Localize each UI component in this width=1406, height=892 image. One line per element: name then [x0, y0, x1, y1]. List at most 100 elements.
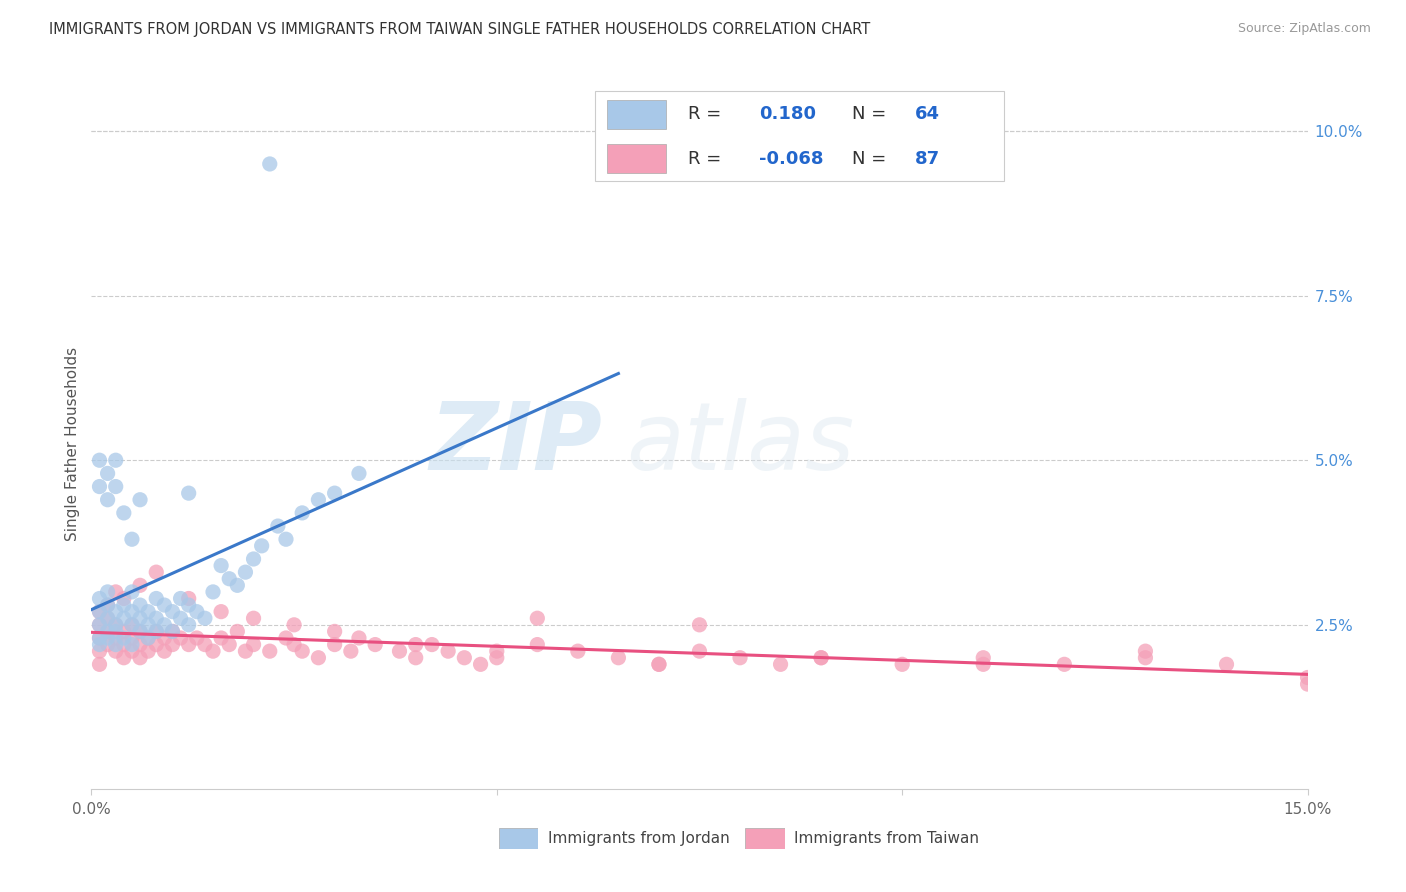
Point: [526, 611, 548, 625]
Point: [186, 605, 208, 619]
Point: [218, 572, 240, 586]
Point: [104, 453, 127, 467]
Point: [169, 611, 191, 625]
Point: [307, 650, 329, 665]
Point: [145, 611, 167, 625]
Point: [89, 657, 111, 672]
Bar: [607, 100, 666, 129]
Point: [242, 611, 264, 625]
Text: Immigrants from Taiwan: Immigrants from Taiwan: [794, 831, 980, 846]
Point: [291, 644, 314, 658]
Point: [97, 631, 120, 645]
Point: [89, 644, 111, 658]
Point: [121, 617, 143, 632]
Point: [1135, 644, 1157, 658]
Point: [121, 644, 143, 658]
Point: [121, 533, 143, 547]
Point: [209, 558, 232, 573]
Point: [145, 624, 167, 639]
Point: [648, 657, 671, 672]
Point: [104, 631, 127, 645]
Point: [89, 605, 111, 619]
Point: [209, 605, 232, 619]
Point: [121, 631, 143, 645]
Point: [129, 611, 152, 625]
Point: [323, 638, 346, 652]
Point: [104, 479, 127, 493]
Point: [104, 605, 127, 619]
Point: [153, 617, 176, 632]
Point: [112, 624, 135, 639]
Point: [810, 650, 832, 665]
Text: 64: 64: [915, 105, 941, 123]
Point: [972, 650, 994, 665]
Point: [97, 611, 120, 625]
Point: [218, 638, 240, 652]
Point: [97, 492, 120, 507]
Point: [177, 617, 200, 632]
Point: [97, 624, 120, 639]
Point: [89, 617, 111, 632]
Point: [129, 578, 152, 592]
Point: [89, 638, 111, 652]
Point: [136, 644, 159, 658]
Point: [226, 578, 249, 592]
Point: [129, 650, 152, 665]
Point: [145, 565, 167, 579]
Point: [242, 552, 264, 566]
Point: [169, 631, 191, 645]
Point: [242, 638, 264, 652]
Point: [405, 638, 427, 652]
Point: [648, 657, 671, 672]
Point: [129, 598, 152, 612]
Point: [202, 585, 225, 599]
Point: [129, 638, 152, 652]
Point: [194, 638, 217, 652]
Point: [274, 631, 297, 645]
Point: [186, 631, 208, 645]
Point: [121, 605, 143, 619]
Point: [250, 539, 273, 553]
Point: [89, 453, 111, 467]
Point: [607, 650, 630, 665]
Point: [97, 611, 120, 625]
Point: [112, 506, 135, 520]
Point: [364, 638, 387, 652]
Point: [104, 638, 127, 652]
Point: [136, 631, 159, 645]
Text: N =: N =: [852, 105, 886, 123]
Point: [420, 638, 443, 652]
Point: [104, 585, 127, 599]
Point: [145, 591, 167, 606]
Point: [145, 638, 167, 652]
Point: [162, 605, 184, 619]
Point: [1296, 671, 1319, 685]
Text: N =: N =: [852, 150, 886, 168]
Point: [89, 591, 111, 606]
Text: -0.068: -0.068: [759, 150, 824, 168]
Text: R =: R =: [688, 105, 721, 123]
Point: [97, 638, 120, 652]
Point: [153, 644, 176, 658]
Point: [526, 638, 548, 652]
Point: [121, 617, 143, 632]
Point: [104, 644, 127, 658]
Point: [307, 492, 329, 507]
Point: [177, 591, 200, 606]
Point: [162, 624, 184, 639]
Point: [136, 631, 159, 645]
Point: [129, 624, 152, 639]
Point: [153, 631, 176, 645]
Point: [274, 533, 297, 547]
Text: 87: 87: [915, 150, 941, 168]
Point: [485, 644, 508, 658]
Point: [437, 644, 460, 658]
Point: [283, 638, 305, 652]
Point: [810, 650, 832, 665]
Point: [136, 617, 159, 632]
Text: Immigrants from Jordan: Immigrants from Jordan: [548, 831, 730, 846]
Point: [688, 644, 710, 658]
Bar: [607, 144, 666, 173]
Point: [153, 598, 176, 612]
Text: R =: R =: [688, 150, 721, 168]
